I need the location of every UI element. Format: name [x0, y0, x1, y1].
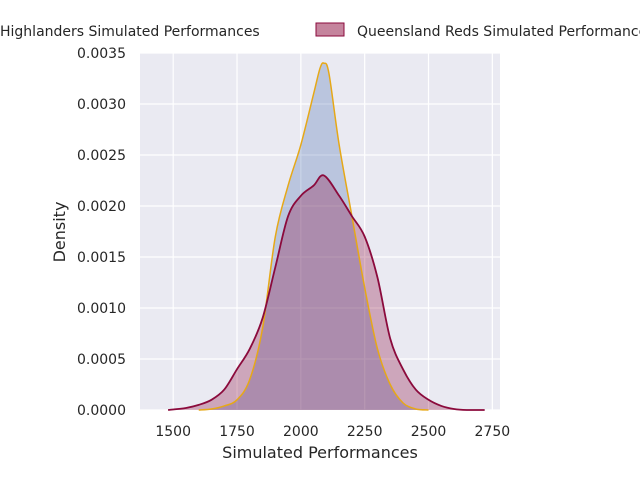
x-tick-label: 1500	[155, 424, 191, 440]
y-tick-label: 0.0010	[77, 301, 126, 317]
y-tick-label: 0.0030	[77, 97, 126, 113]
x-tick-label: 1750	[219, 424, 255, 440]
density-line-highlanders	[198, 62, 429, 411]
x-tick-label: 2250	[347, 424, 383, 440]
legend: Highlanders Simulated Performances Queen…	[0, 22, 640, 40]
x-tick-label: 2500	[411, 424, 447, 440]
y-tick-label: 0.0025	[77, 148, 126, 164]
y-tick-label: 0.0015	[77, 250, 126, 266]
x-tick-label: 2000	[283, 424, 319, 440]
x-tick-label: 2750	[475, 424, 511, 440]
y-tick-label: 0.0020	[77, 199, 126, 215]
density-areas	[167, 62, 485, 411]
legend-label-highlanders: Highlanders Simulated Performances	[0, 24, 260, 40]
legend-swatch-reds	[315, 22, 345, 37]
plot-area	[140, 53, 500, 410]
legend-label-reds: Queensland Reds Simulated Performances	[357, 24, 640, 40]
y-tick-label: 0.0005	[77, 352, 126, 368]
density-line-reds	[167, 174, 485, 411]
y-axis-ticks: 0.0000 0.0005 0.0010 0.0015 0.0020 0.0025 0.00…	[77, 46, 126, 419]
y-tick-label: 0.0035	[77, 46, 126, 62]
y-tick-label: 0.0000	[77, 403, 126, 419]
y-axis-label: Density	[50, 202, 69, 263]
x-axis-ticks: 1500 1750 2000 2250 2500 2750	[155, 424, 510, 440]
x-axis-label: Simulated Performances	[222, 443, 418, 462]
density-area-reds	[168, 175, 485, 410]
grid	[140, 52, 500, 411]
